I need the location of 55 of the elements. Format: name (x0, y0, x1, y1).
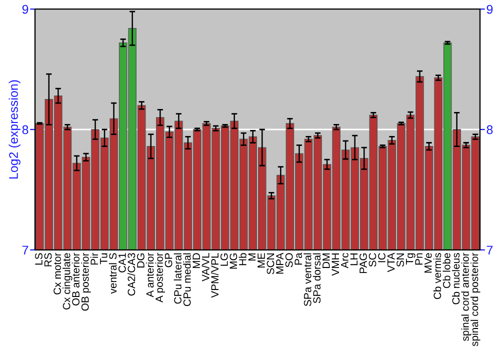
y2-tick-label: 9 (486, 4, 493, 14)
x-tick-label: RS (44, 253, 52, 266)
x-tick-label: SC (368, 253, 376, 267)
x-tick-label: Pa (294, 252, 302, 265)
x-tick-label: Tg (406, 253, 416, 265)
x-tick-label: ME (258, 253, 265, 268)
x-tick-label: DM (322, 254, 330, 268)
x-tick-label: Cx cingulate (62, 253, 72, 310)
x-tick-label: SPa ventral (304, 253, 312, 306)
x-tick-label: SN (396, 254, 404, 267)
x-tick-label: spinal cord posterior (470, 252, 480, 346)
x-tick-label: A posterior (155, 252, 166, 302)
x-tick-label: Pir (90, 252, 98, 265)
x-tick-label: CPu lateral (174, 253, 182, 304)
x-tick-label: VPM/VPL (210, 253, 219, 298)
x-tick-label: Tu (100, 253, 108, 264)
x-tick-label: VA/VL (202, 253, 210, 282)
y-axis-title: Log2 (expression) (8, 80, 20, 178)
x-tick-label: MG (230, 253, 238, 269)
x-tick-label: VMH (332, 254, 339, 276)
x-tick-label: SO (285, 253, 293, 268)
x-tick-label: OB anterior (72, 252, 80, 306)
x-tick-label: M (248, 254, 256, 260)
x-tick-label: VTA (387, 252, 395, 272)
x-tick-label: IC (378, 253, 386, 262)
x-tick-label: SCN (266, 254, 274, 274)
x-tick-label: Cb lobe (442, 253, 450, 288)
x-tick-label: LH (350, 254, 358, 266)
x-tick-label: GP (164, 253, 172, 268)
x-tick-label: OB posterior (81, 252, 91, 311)
x-tick-label: LG (220, 253, 228, 266)
y2-tick-label: 8 (486, 125, 493, 134)
y2-tick-label: 7 (486, 246, 493, 254)
x-tick-label: A anterior (146, 252, 154, 298)
x-tick-label: Cb vermis (433, 253, 442, 300)
y-tick-label: 8 (22, 125, 28, 134)
x-tick-label: Hb (238, 253, 246, 266)
x-tick-label: CA2/CA3 (127, 253, 136, 296)
x-tick-label: SPa dorsal (312, 253, 321, 304)
x-tick-label: MD (192, 253, 200, 268)
x-tick-label: LS (35, 253, 42, 265)
x-tick-label: PAG (360, 253, 367, 274)
x-tick-label: CPu medial (183, 253, 191, 306)
x-tick-label: Arc (341, 252, 348, 268)
x-tick-label: MPA (276, 252, 284, 274)
x-tick-label: spinal cord anterior (461, 252, 471, 341)
x-tick-label: ventral S (108, 253, 117, 294)
x-tick-label: Cx motor (54, 252, 61, 294)
x-tick-label: CA1 (118, 253, 126, 272)
x-tick-label: Cb nucleus (452, 253, 460, 304)
y-tick-label: 7 (22, 246, 28, 254)
x-tick-label: Pn (415, 253, 422, 265)
y-tick-label: 9 (22, 4, 28, 14)
x-tick-label: DG (137, 253, 144, 268)
x-tick-label: MVe (424, 253, 432, 273)
